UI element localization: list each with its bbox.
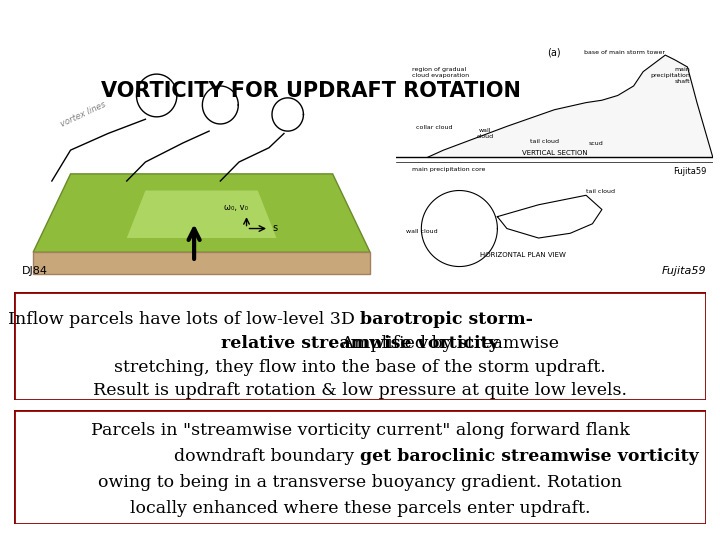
Polygon shape xyxy=(33,174,370,252)
Text: stretching, they flow into the base of the storm updraft.: stretching, they flow into the base of t… xyxy=(114,359,606,375)
Text: Fujita59: Fujita59 xyxy=(662,266,706,276)
Text: get baroclinic streamwise vorticity: get baroclinic streamwise vorticity xyxy=(360,448,698,465)
Text: relative streamwise vorticity: relative streamwise vorticity xyxy=(221,335,499,352)
Text: Parcels in "streamwise vorticity current" along forward flank: Parcels in "streamwise vorticity current… xyxy=(91,422,629,438)
Text: region of gradual
cloud evaporation: region of gradual cloud evaporation xyxy=(412,67,469,78)
Text: wall
cloud: wall cloud xyxy=(476,129,493,139)
FancyBboxPatch shape xyxy=(14,292,706,400)
Text: barotropic storm-: barotropic storm- xyxy=(360,311,533,328)
Text: vortex lines: vortex lines xyxy=(59,99,108,129)
Text: Result is updraft rotation & low pressure at quite low levels.: Result is updraft rotation & low pressur… xyxy=(93,382,627,399)
Text: tail cloud: tail cloud xyxy=(531,139,559,144)
Text: . Amplified by streamwise: . Amplified by streamwise xyxy=(161,335,559,352)
Text: base of main storm tower: base of main storm tower xyxy=(584,50,665,55)
Polygon shape xyxy=(33,252,370,274)
Text: wall cloud: wall cloud xyxy=(405,230,437,234)
Text: Inflow parcels have lots of low-level 3D: Inflow parcels have lots of low-level 3D xyxy=(8,311,360,328)
Text: scud: scud xyxy=(588,141,603,146)
Text: ω₀, v₀: ω₀, v₀ xyxy=(224,202,248,212)
Text: DJ84: DJ84 xyxy=(22,266,48,276)
Text: VERTICAL SECTION: VERTICAL SECTION xyxy=(521,150,588,156)
Text: main
precipitation
shaft: main precipitation shaft xyxy=(651,67,690,84)
Text: (a): (a) xyxy=(548,48,561,58)
Polygon shape xyxy=(127,191,276,238)
Text: HORIZONTAL PLAN VIEW: HORIZONTAL PLAN VIEW xyxy=(480,252,566,258)
Text: s: s xyxy=(273,223,278,233)
Text: main precipitation core: main precipitation core xyxy=(412,167,485,172)
Text: Fujita59: Fujita59 xyxy=(673,167,706,176)
Text: tail cloud: tail cloud xyxy=(586,189,615,194)
Text: owing to being in a transverse buoyancy gradient. Rotation: owing to being in a transverse buoyancy … xyxy=(98,474,622,491)
Text: downdraft boundary: downdraft boundary xyxy=(174,448,360,465)
Text: collar cloud: collar cloud xyxy=(415,125,452,130)
Text: VORTICITY FOR UPDRAFT ROTATION: VORTICITY FOR UPDRAFT ROTATION xyxy=(101,82,521,102)
FancyBboxPatch shape xyxy=(14,410,706,524)
Text: locally enhanced where these parcels enter updraft.: locally enhanced where these parcels ent… xyxy=(130,500,590,517)
